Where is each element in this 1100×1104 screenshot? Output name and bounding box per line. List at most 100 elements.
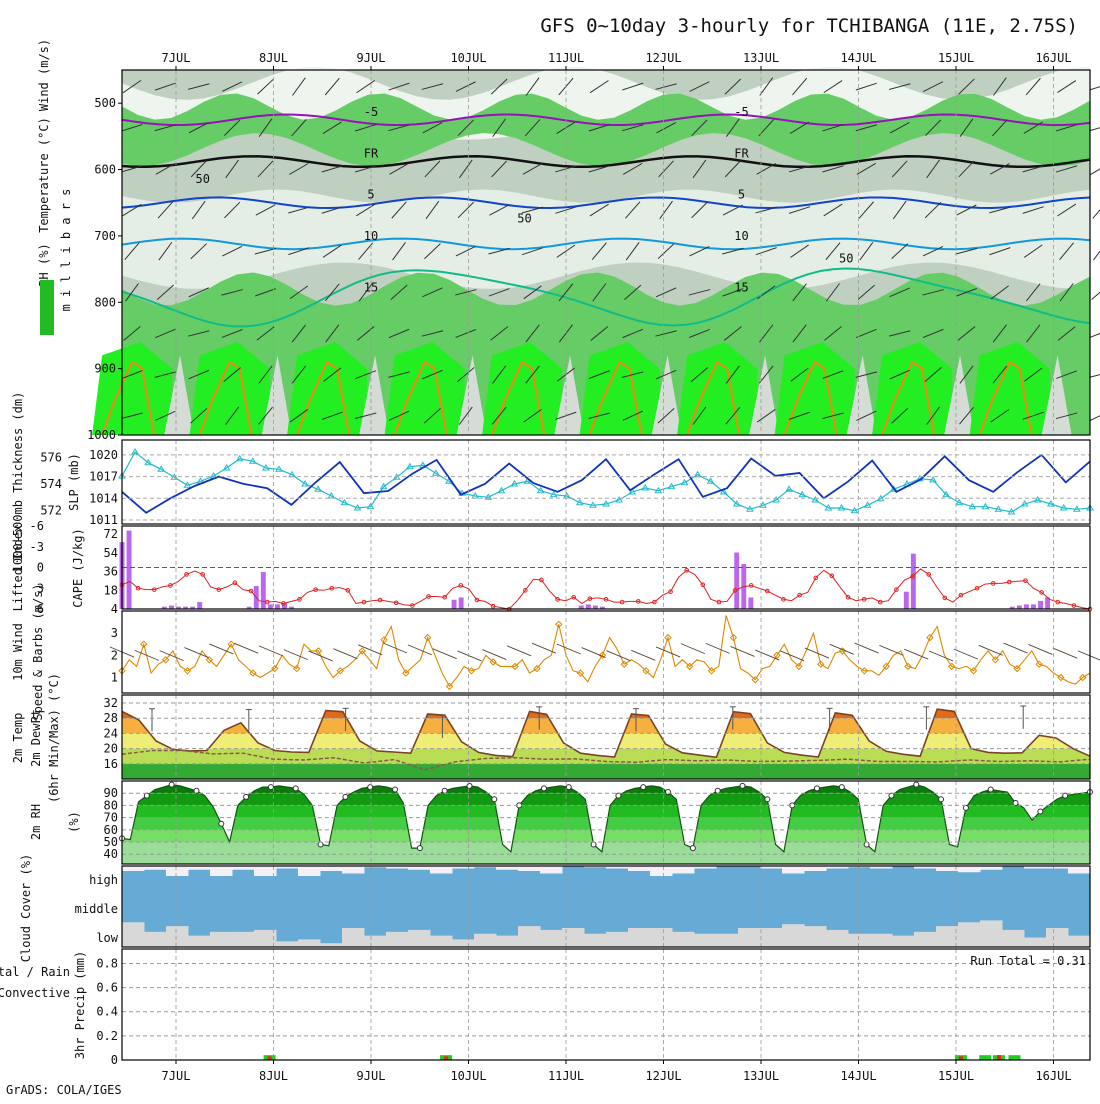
wind-barb <box>756 409 776 423</box>
wind-barb <box>222 245 243 257</box>
rh-marker <box>938 796 945 803</box>
cloud-high-gap <box>408 866 431 870</box>
wind-barb <box>422 122 443 134</box>
precip-tick-label: 0.2 <box>96 1029 118 1043</box>
cape-bar <box>289 606 295 609</box>
wind-barb <box>655 83 677 90</box>
wind-barb <box>321 411 343 420</box>
wind-barb <box>725 365 740 384</box>
cloud-low-bar <box>320 943 343 947</box>
cloud-low-bar <box>496 935 519 947</box>
cloud-high-gap <box>1046 866 1069 869</box>
panel-frame-wind <box>121 610 1091 694</box>
cloud-high-gap <box>518 866 541 871</box>
wind-speed-marker <box>642 667 650 675</box>
wind-barb <box>759 77 774 96</box>
wind-barb <box>689 81 710 92</box>
lifted-index-marker <box>377 597 383 603</box>
wind-barb <box>423 408 441 424</box>
cape-bar <box>1031 604 1036 609</box>
cape-tick-label: 18 <box>104 583 118 597</box>
wind-barb-10m <box>1053 647 1078 659</box>
wind-barb <box>992 119 1008 137</box>
temp-tick-label: 20 <box>104 742 118 756</box>
wind-barb <box>157 201 174 219</box>
wind-barb <box>356 203 376 217</box>
wind-barb <box>724 78 742 95</box>
isotherm-line <box>121 196 1091 210</box>
wind-barb <box>655 287 677 298</box>
wind-barb <box>959 406 974 425</box>
lifted-index-marker <box>748 583 754 588</box>
thickness-marker <box>602 500 610 507</box>
wind-barb <box>888 330 911 337</box>
cloud-high-gap <box>650 866 673 876</box>
thickness-marker <box>405 462 414 470</box>
wind-barb <box>1059 283 1074 302</box>
lifted-label-group: Lifted Index <box>11 525 25 612</box>
x-tick-label-bottom: 11JUL <box>548 1069 584 1083</box>
wind-barb-10m <box>184 647 209 658</box>
thickness-marker <box>1033 496 1042 503</box>
rh-dry-spike <box>749 355 780 435</box>
wind-speed-marker <box>773 651 781 660</box>
wind-speed-marker <box>751 675 759 684</box>
cape-tick-label: 36 <box>104 565 118 579</box>
thickness-marker <box>798 490 807 498</box>
isotherm-label: 10 <box>364 229 378 243</box>
wind-barb <box>1024 367 1043 382</box>
rh-marker <box>466 782 473 789</box>
cloud-high-gap <box>584 866 607 868</box>
rh-saturated-burst <box>92 342 173 435</box>
wind-barb <box>190 243 208 260</box>
isotherm-label: -5 <box>364 105 378 119</box>
wind-barb <box>922 246 944 257</box>
wind-speed-marker <box>423 633 432 642</box>
lifted-index-marker <box>990 581 996 586</box>
wind-tick-label: 3 <box>111 626 118 640</box>
rh-saturated-burst <box>872 342 953 435</box>
wind-barb <box>258 365 273 384</box>
cloud-low-bar <box>408 929 431 947</box>
rh-marker <box>863 841 870 848</box>
thickness-label-group: 1000-500mb Thickness (dm) <box>11 392 25 573</box>
cloud-low-bar <box>276 941 299 947</box>
thickness-marker <box>157 465 166 472</box>
lifted-index-marker <box>490 603 496 609</box>
wind-barb <box>657 243 675 260</box>
wind-barb <box>492 365 507 384</box>
wind-barb <box>292 77 306 96</box>
wind-barb <box>1057 326 1076 341</box>
wind-barb-10m <box>258 645 284 657</box>
x-tick-label-bottom: 9JUL <box>357 1069 386 1083</box>
wind-speed-marker <box>554 620 563 629</box>
x-tick-label-top: 8JUL <box>259 51 288 65</box>
cloud-low-bar <box>210 931 233 947</box>
isotherm-line <box>121 155 1091 169</box>
isotherm-label: FR <box>364 147 379 161</box>
precip-tick-label: 0 <box>111 1053 118 1067</box>
lifted-index-marker <box>426 594 431 599</box>
lifted-index-marker <box>894 587 899 592</box>
wind-barb <box>191 200 206 220</box>
lifted-index-marker <box>232 580 238 586</box>
wind-barb <box>221 329 243 338</box>
wind-barb <box>857 284 875 300</box>
wind-barb <box>389 162 409 175</box>
thickness-marker <box>144 458 153 466</box>
wind-barb <box>691 201 708 219</box>
cloud-high-gap <box>782 866 805 874</box>
wind-speed-marker <box>1035 660 1043 668</box>
cloud-low-bar <box>122 922 145 947</box>
thickness-marker <box>968 502 977 510</box>
lifted-index-marker <box>442 594 447 600</box>
rh-marker <box>714 787 721 794</box>
wind-barb <box>825 242 841 260</box>
slp-line <box>121 453 1091 514</box>
cape-tick-label: 72 <box>104 527 118 541</box>
cloud-high-gap <box>430 866 453 874</box>
wind-barb <box>622 410 643 421</box>
rh-dry-spike <box>456 355 487 435</box>
wind-barb <box>1025 77 1041 96</box>
